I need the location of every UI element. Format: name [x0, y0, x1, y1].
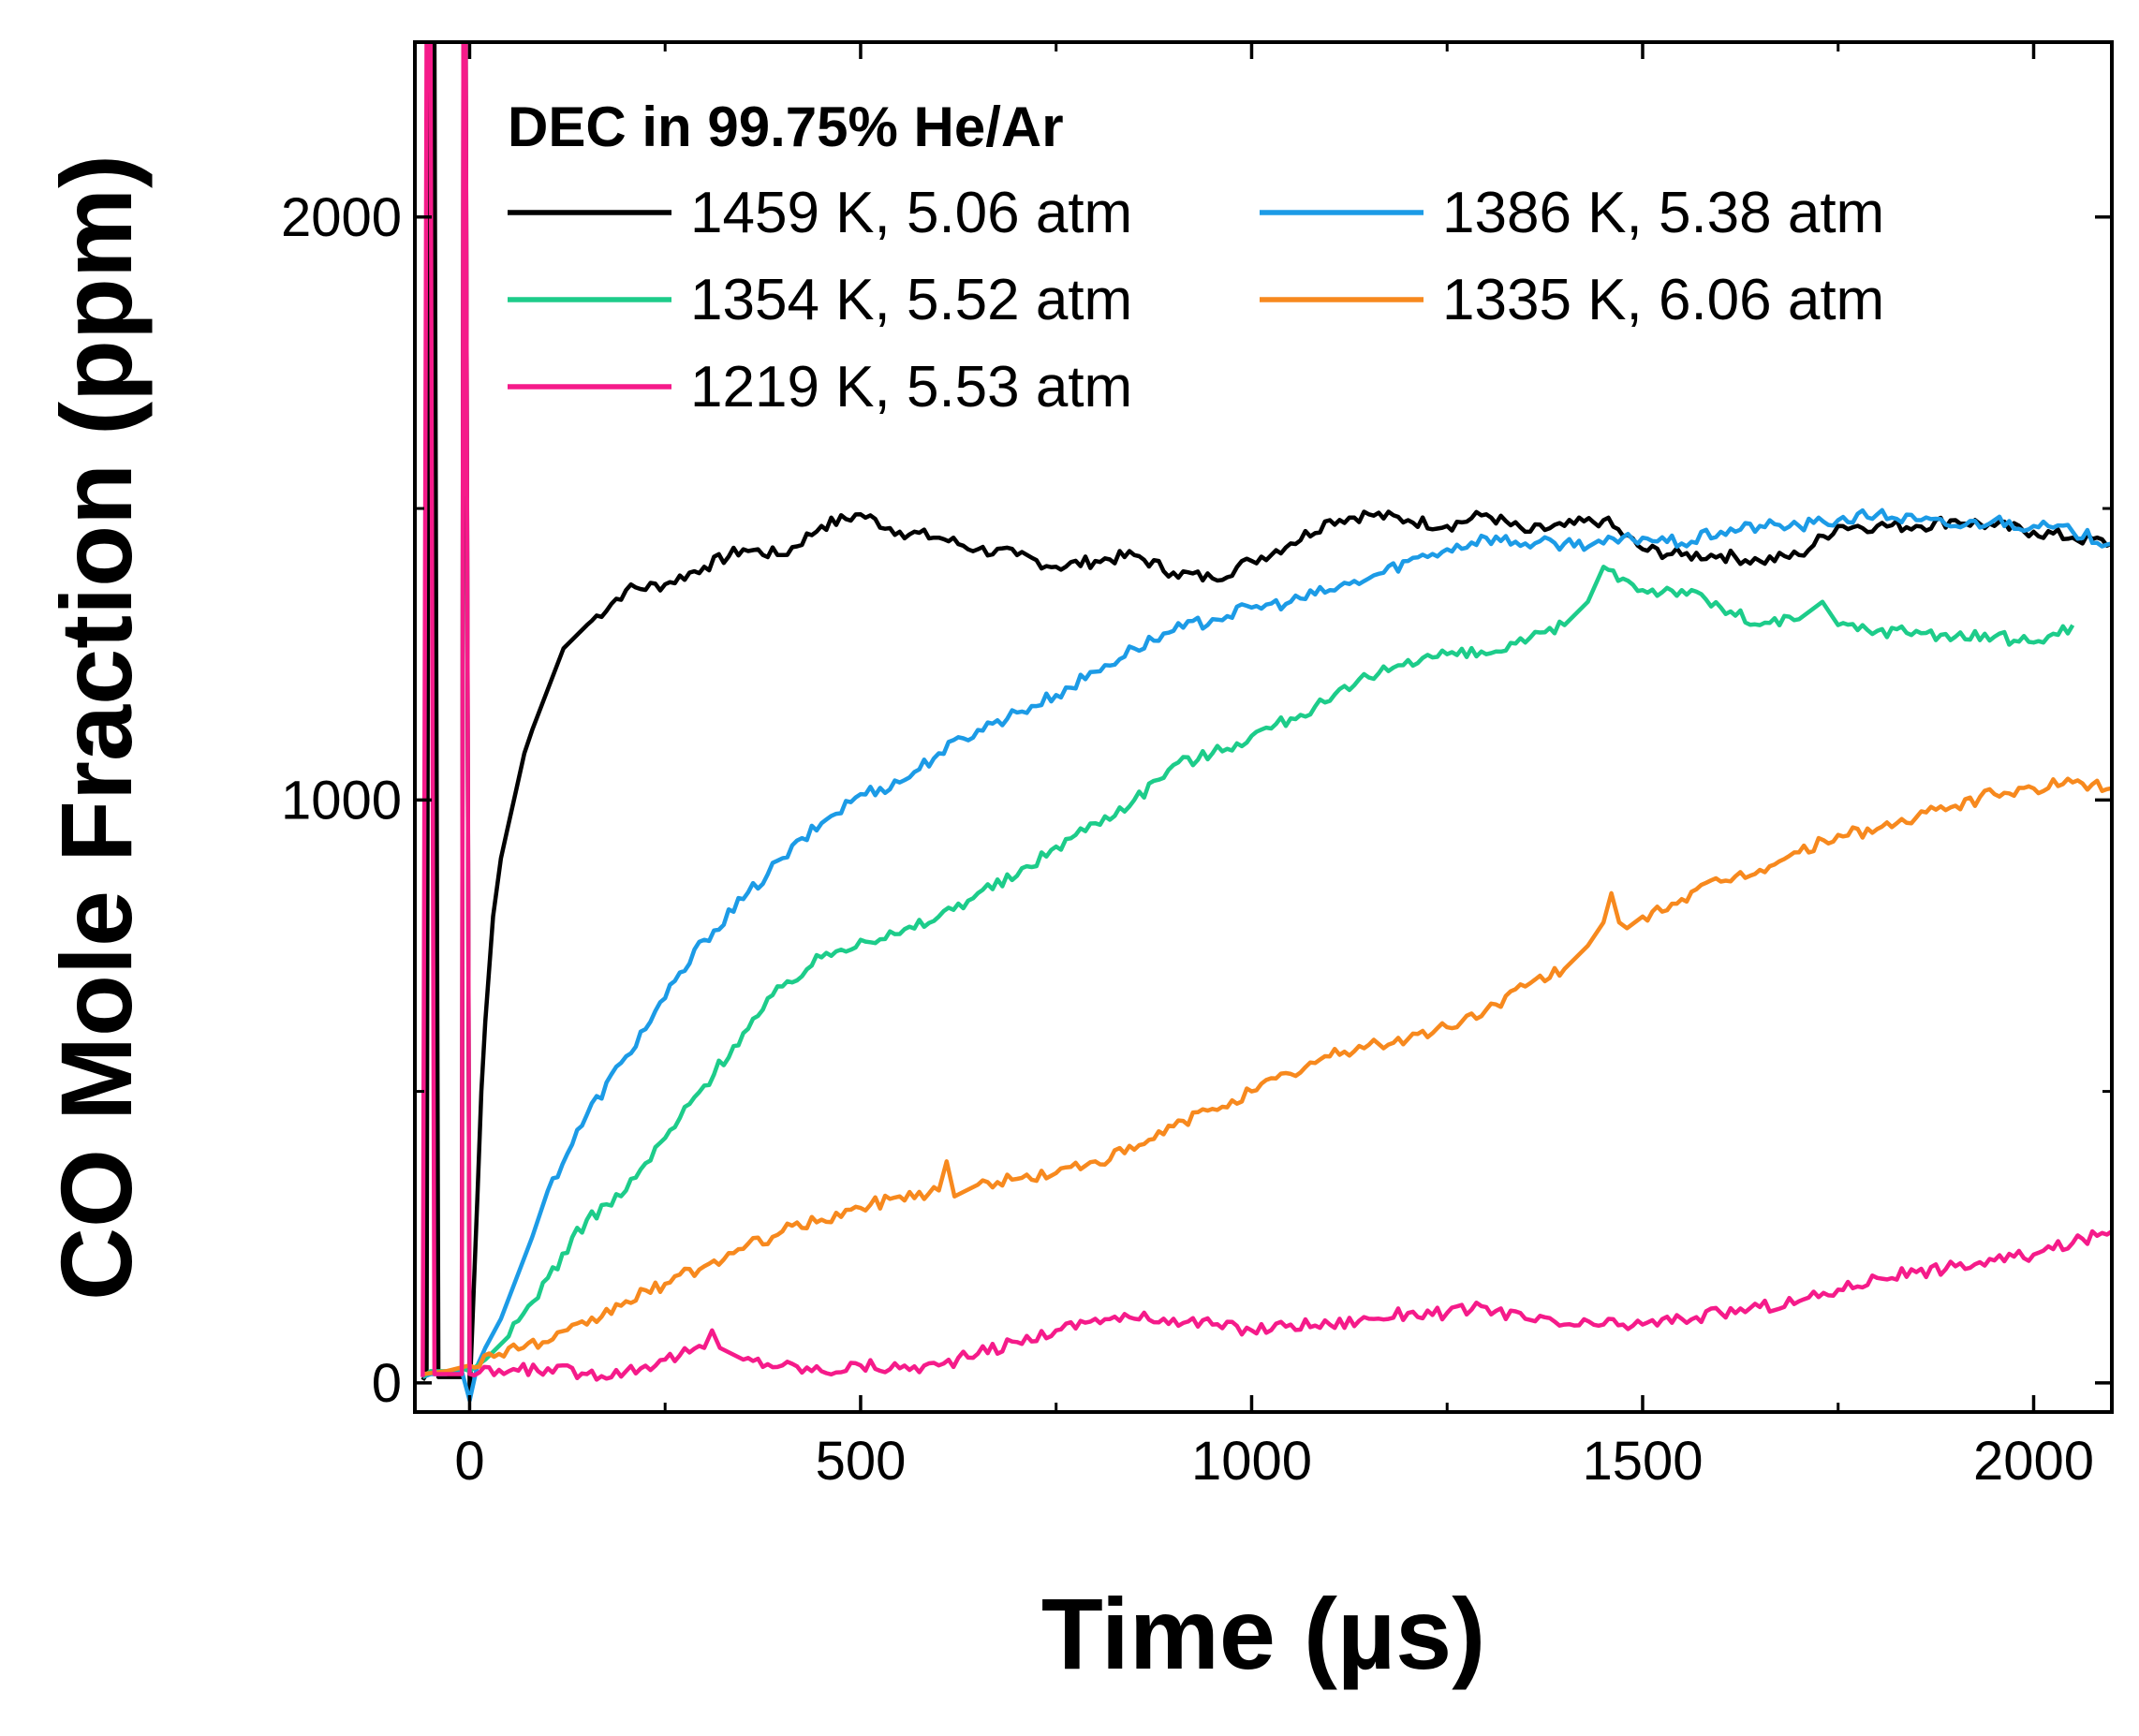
- x-tick-label: 1500: [1582, 1431, 1703, 1492]
- series-line: [422, 776, 2112, 1376]
- legend: DEC in 99.75% He/Ar 1459 K, 5.06 atm 1386…: [508, 96, 1884, 419]
- plot-frame: [413, 40, 2114, 1414]
- series-line: [421, 508, 2112, 1403]
- legend-label: 1335 K, 6.06 atm: [1442, 268, 1884, 332]
- x-tick-label: 1000: [1191, 1431, 1312, 1492]
- series-line: [421, 565, 2075, 1379]
- y-tick-label: 1000: [281, 770, 402, 831]
- series-line: [420, 42, 2112, 1397]
- tick-layer: 0 500 1000 1500 2000 0 1000 2000: [281, 42, 2112, 1492]
- series-line: [420, 42, 2112, 1382]
- legend-title: DEC in 99.75% He/Ar: [508, 96, 1064, 158]
- legend-label: 1459 K, 5.06 atm: [690, 181, 1132, 245]
- legend-label: 1219 K, 5.53 atm: [690, 355, 1132, 419]
- x-tick-label: 2000: [1973, 1431, 2094, 1492]
- legend-label: 1354 K, 5.52 atm: [690, 268, 1132, 332]
- y-tick-label: 0: [372, 1353, 402, 1414]
- series-layer: [420, 42, 2112, 1403]
- y-tick-label: 2000: [281, 187, 402, 248]
- legend-label: 1386 K, 5.38 atm: [1442, 181, 1884, 245]
- x-axis-title: Time (µs): [1041, 1577, 1485, 1690]
- y-axis-title: CO Mole Fraction (ppm): [39, 154, 153, 1301]
- x-tick-label: 500: [816, 1431, 907, 1492]
- x-tick-label: 0: [454, 1431, 484, 1492]
